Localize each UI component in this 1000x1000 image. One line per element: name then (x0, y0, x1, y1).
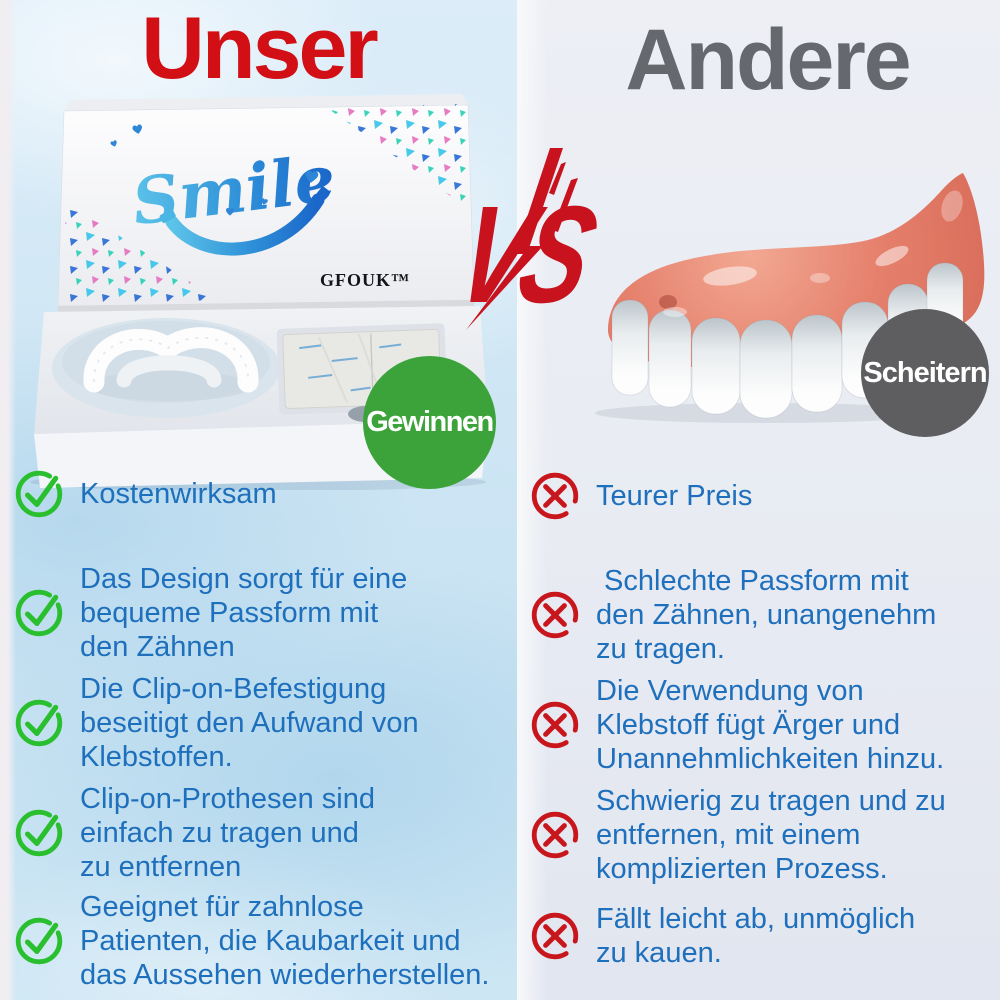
confetti-corner-top (326, 104, 470, 210)
con-item-text: Teurer Preis (596, 480, 753, 512)
win-badge: Gewinnen (363, 356, 496, 489)
maker-mark-text: GFOUK™ (320, 270, 410, 290)
pro-list-item: Kostenwirksam (13, 468, 515, 520)
check-icon (15, 470, 63, 518)
pro-item-text: Das Design sorgt für eine bequeme Passfo… (80, 563, 408, 663)
others-title: Andere (625, 12, 911, 108)
con-list-item: Teurer Preis (529, 470, 994, 522)
cross-icon (531, 701, 579, 749)
cross-icon (531, 472, 579, 520)
lightning-bolt-icon (466, 148, 578, 330)
smile-arc (165, 193, 325, 256)
pros-list: Kostenwirksam Das Design sorgt für eine … (13, 468, 515, 1000)
win-badge-label: Gewinnen (366, 406, 494, 438)
pro-item-text: Die Clip-on-Befestigung beseitigt den Au… (80, 673, 419, 773)
con-item-text: Die Verwendung von Klebstoff fügt Ärger … (596, 675, 945, 775)
pro-item-text: Geeignet für zahnlose Patienten, die Kau… (80, 891, 490, 991)
gum-highlights (663, 190, 963, 317)
con-item-text: Fällt leicht ab, unmöglich zu kauen. (596, 903, 916, 969)
con-list-item: Fällt leicht ab, unmöglich zu kauen. (529, 902, 994, 970)
con-item-text: Schlechte Passform mit den Zähnen, unang… (596, 565, 937, 665)
check-icon (15, 699, 63, 747)
confetti-corner-bottom (64, 200, 218, 304)
right-gray-background (517, 0, 1000, 1000)
ours-title: Unser (141, 0, 378, 97)
fail-badge: Scheitern (861, 309, 989, 437)
cross-icon (531, 811, 579, 859)
pro-list-item: Clip-on-Prothesen sind einfach zu tragen… (13, 782, 515, 884)
check-icon (15, 917, 63, 965)
cons-list: Teurer Preis Schlechte Passform mit den … (529, 470, 994, 978)
pro-list-item: Geeignet für zahnlose Patienten, die Kau… (13, 890, 515, 992)
check-icon (15, 589, 63, 637)
pro-item-text: Clip-on-Prothesen sind einfach zu tragen… (80, 783, 375, 883)
pro-item-text: Kostenwirksam (80, 478, 277, 510)
vs-badge: VS (444, 148, 608, 331)
fail-badge-label: Scheitern (863, 356, 987, 389)
veneers-in-box (83, 327, 259, 393)
con-list-item: Schwierig zu tragen und zu entfernen, mi… (529, 784, 994, 886)
pro-list-item: Das Design sorgt für eine bequeme Passfo… (13, 562, 515, 664)
cross-icon (531, 912, 579, 960)
cross-icon (531, 591, 579, 639)
competitor-denture-photo (595, 173, 985, 423)
con-list-item: Schlechte Passform mit den Zähnen, unang… (529, 564, 994, 666)
con-item-text: Schwierig zu tragen und zu entfernen, mi… (596, 785, 946, 885)
check-icon (15, 809, 63, 857)
pro-list-item: Die Clip-on-Befestigung beseitigt den Au… (13, 672, 515, 774)
con-list-item: Die Verwendung von Klebstoff fügt Ärger … (529, 674, 994, 776)
